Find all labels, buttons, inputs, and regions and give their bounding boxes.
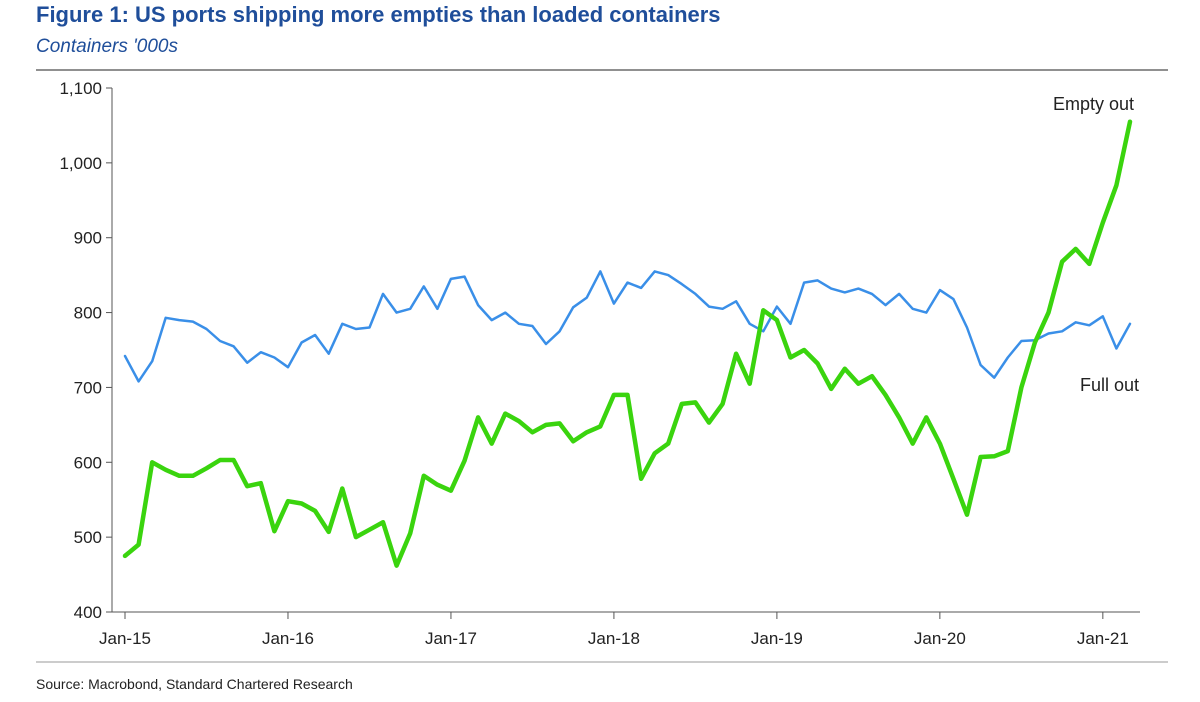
y-tick-label: 700 [74, 378, 102, 397]
x-tick-label: Jan-15 [99, 629, 151, 648]
series-lines [122, 119, 1133, 568]
source-note: Source: Macrobond, Standard Chartered Re… [36, 676, 353, 692]
series-labels: Empty out Full out [1053, 94, 1139, 395]
y-tick-label: 400 [74, 603, 102, 622]
chart-subtitle: Containers '000s [36, 36, 178, 57]
y-tick-label: 600 [74, 453, 102, 472]
chart-title: Figure 1: US ports shipping more empties… [36, 2, 721, 27]
y-tick-label: 1,100 [59, 79, 102, 98]
empty-out-label: Empty out [1053, 94, 1134, 114]
y-tick-label: 800 [74, 304, 102, 323]
x-axis-ticks: Jan-15 Jan-16 Jan-17 Jan-18 Jan-19 Jan-20 Jan-… [99, 612, 1129, 648]
full-out-line [123, 270, 1132, 383]
y-tick-label: 1,000 [59, 154, 102, 173]
x-tick-label: Jan-16 [262, 629, 314, 648]
x-tick-label: Jan-17 [425, 629, 477, 648]
x-tick-label: Jan-21 [1077, 629, 1129, 648]
x-tick-label: Jan-20 [914, 629, 966, 648]
full-out-label: Full out [1080, 375, 1139, 395]
y-axis-ticks: 400 500 600 700 800 900 1,000 1,100 [59, 79, 112, 622]
x-tick-label: Jan-19 [751, 629, 803, 648]
y-tick-label: 500 [74, 528, 102, 547]
empty-out-line [122, 119, 1133, 568]
x-tick-label: Jan-18 [588, 629, 640, 648]
y-tick-label: 900 [74, 229, 102, 248]
